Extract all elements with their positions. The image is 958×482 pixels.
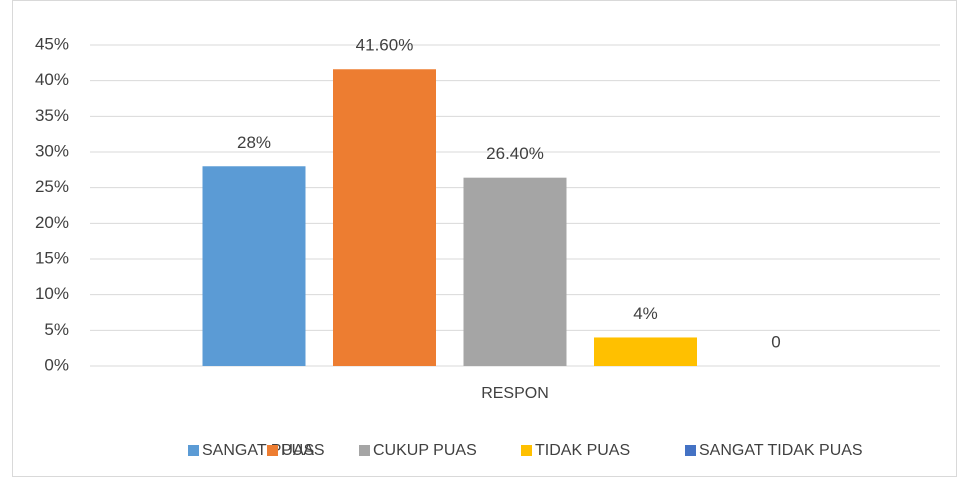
y-tick-label: 40%: [35, 70, 69, 89]
legend-swatch: [188, 445, 199, 456]
x-tick-label: RESPON: [481, 385, 549, 402]
data-label: 28%: [237, 133, 271, 152]
y-tick-label: 0%: [44, 355, 69, 374]
y-tick-label: 25%: [35, 177, 69, 196]
y-tick-label: 20%: [35, 213, 69, 232]
legend-swatch: [685, 445, 696, 456]
y-tick-label: 15%: [35, 248, 69, 267]
data-label: 26.40%: [486, 144, 544, 163]
legend-swatch: [521, 445, 532, 456]
data-label: 4%: [633, 304, 658, 323]
y-tick-label: 10%: [35, 284, 69, 303]
legend-label: TIDAK PUAS: [535, 442, 630, 459]
legend-label: PUAS: [281, 442, 325, 459]
legend-swatch: [267, 445, 278, 456]
legend-swatch: [359, 445, 370, 456]
legend-label: SANGAT PUAS: [202, 442, 314, 459]
y-tick-label: 5%: [44, 320, 69, 339]
bar: [333, 69, 436, 367]
y-tick-label: 30%: [35, 141, 69, 160]
data-label: 41.60%: [356, 36, 414, 55]
legend-label: SANGAT TIDAK PUAS: [699, 442, 863, 459]
bar: [463, 177, 567, 366]
bar: [594, 337, 697, 366]
bar: [202, 166, 306, 366]
data-label: 0: [771, 332, 780, 351]
y-tick-label: 45%: [35, 34, 69, 53]
legend-label: CUKUP PUAS: [373, 442, 477, 459]
y-tick-label: 35%: [35, 106, 69, 125]
